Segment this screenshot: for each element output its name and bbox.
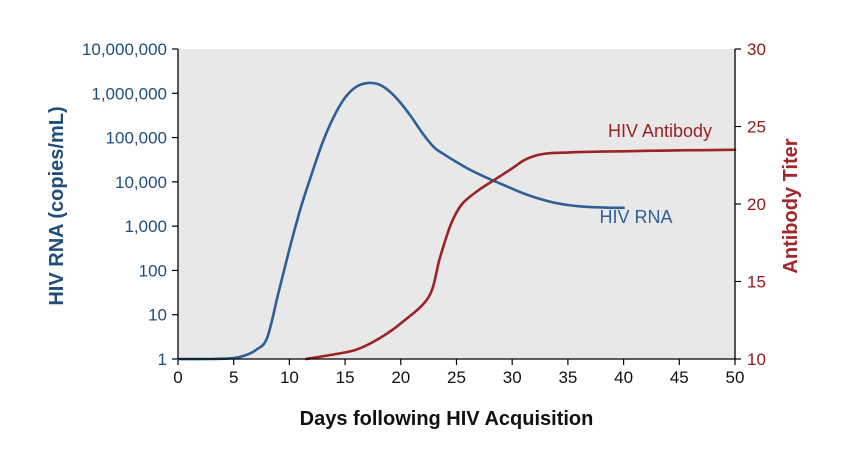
- y-right-tick-label: 30: [747, 40, 766, 59]
- y-left-tick-label: 1,000: [124, 217, 167, 236]
- x-tick-label: 10: [280, 368, 299, 387]
- x-tick-label: 15: [336, 368, 355, 387]
- y-left-tick-label: 10,000: [115, 173, 167, 192]
- labels: 0 5 10 15 20 25 30 35 40 45 50 1 10 100 1,000 10,000 100…: [46, 40, 802, 430]
- series-group: [176, 81, 737, 361]
- y-left-tick-label: 10,000,000: [82, 40, 167, 59]
- plot-area: [178, 49, 735, 359]
- x-tick-label: 25: [447, 368, 466, 387]
- hiv-antibody-series-label: HIV Antibody: [608, 121, 712, 141]
- x-tick-label: 40: [614, 368, 633, 387]
- x-tick-label: 5: [229, 368, 238, 387]
- y-left-tick-label: 100: [139, 261, 167, 280]
- y-right-tick-label: 20: [747, 195, 766, 214]
- ticks: [172, 48, 741, 365]
- y-right-tick-label: 10: [747, 350, 766, 369]
- x-tick-label: 45: [670, 368, 689, 387]
- hiv-antibody-line: [304, 148, 737, 361]
- y-right-tick-label: 15: [747, 273, 766, 292]
- y-left-tick-label: 10: [148, 306, 167, 325]
- y-left-tick-label: 1,000,000: [91, 84, 167, 103]
- x-axis-title: Days following HIV Acquisition: [300, 408, 594, 430]
- y-right-axis-title: Antibody Titer: [780, 138, 802, 273]
- x-tick-label: 50: [726, 368, 745, 387]
- x-tick-label: 0: [173, 368, 182, 387]
- y-left-tick-label: 100,000: [106, 129, 167, 148]
- x-tick-label: 35: [558, 368, 577, 387]
- y-left-tick-label: 1: [158, 350, 167, 369]
- hiv-rna-line: [176, 81, 625, 361]
- y-left-axis-title: HIV RNA (copies/mL): [46, 106, 68, 305]
- hiv-rna-series-label: HIV RNA: [599, 207, 672, 227]
- y-right-tick-label: 25: [747, 118, 766, 137]
- x-tick-label: 30: [503, 368, 522, 387]
- x-tick-label: 20: [391, 368, 410, 387]
